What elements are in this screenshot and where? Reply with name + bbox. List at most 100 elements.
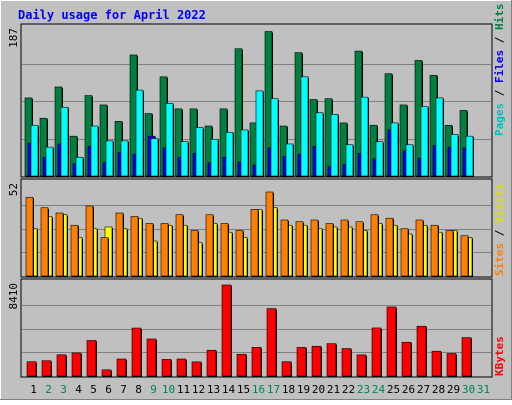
x-tick-label: 10: [162, 383, 175, 396]
pages-bar: [330, 114, 339, 177]
x-tick-label: 7: [120, 383, 127, 396]
pages-files-hits-legend: Pages / Files / Hits: [493, 4, 506, 137]
x-tick-label: 31: [477, 383, 490, 396]
x-tick-label: 22: [342, 383, 355, 396]
x-tick-label: 9: [150, 383, 157, 396]
kbytes-bar: [266, 308, 277, 377]
x-tick-label: 25: [387, 383, 400, 396]
pages-bar: [150, 138, 159, 177]
kbytes-bar: [311, 345, 322, 377]
pages-bar: [255, 90, 264, 177]
x-tick-label: 23: [357, 383, 370, 396]
visits-bar: [70, 224, 79, 277]
kbytes-bar: [101, 369, 112, 377]
visits-bar: [415, 219, 424, 277]
pages-bar: [300, 76, 309, 177]
pages-bar: [90, 125, 99, 177]
x-tick-label: 24: [372, 383, 386, 396]
visits-bar: [295, 221, 304, 277]
visits-bar: [160, 223, 169, 277]
pages-bar: [135, 89, 144, 177]
pages-bar: [390, 122, 399, 177]
kbytes-bar: [26, 361, 37, 377]
pages-bar: [360, 96, 369, 177]
x-tick-label: 3: [60, 383, 67, 396]
legend0-text: Pages / Files / Hits: [493, 4, 506, 137]
pages-bar: [270, 98, 279, 177]
visits-panel-max-label: 52: [7, 183, 20, 196]
kbytes-bar: [176, 358, 187, 377]
pages-bar: [435, 97, 444, 177]
kbytes-bar: [281, 361, 292, 377]
legend1-text: Sites / Visits: [493, 183, 506, 276]
kbytes-bar: [236, 353, 247, 377]
kbytes-bar: [251, 347, 262, 377]
visits-bar: [25, 196, 34, 277]
x-tick-label: 13: [207, 383, 220, 396]
x-tick-label: 26: [402, 383, 415, 396]
visits-bar: [130, 216, 139, 277]
visits-bar: [280, 219, 289, 277]
kbytes-bar: [206, 349, 217, 377]
x-axis-day-labels: 1 2 3 4 5 6 7 8 9 10 11 12 13 14 15 16 17 18 19 20 21 22 23 24 2…: [30, 383, 490, 396]
legend-hits: Hits: [493, 4, 506, 31]
kbytes-bar: [371, 327, 382, 377]
visits-bar: [190, 230, 199, 277]
x-tick-label: 1: [30, 383, 37, 396]
pages-bar: [105, 140, 114, 177]
legend-sites: Sites: [493, 243, 506, 276]
pages-bar: [210, 139, 219, 177]
kbytes-bar: [86, 340, 97, 377]
x-tick-label: 4: [75, 383, 82, 396]
x-tick-label: 2: [45, 383, 52, 396]
visits-bar: [340, 219, 349, 277]
hits-panel-max-label: 187: [7, 28, 20, 48]
x-tick-label: 27: [417, 383, 430, 396]
kbytes-panel-max-label: 8410: [7, 283, 20, 310]
kbytes-bar: [296, 347, 307, 377]
x-tick-label: 15: [237, 383, 250, 396]
kbytes-bar: [116, 358, 127, 377]
visits-bar: [355, 221, 364, 277]
kbytes-bar: [41, 360, 52, 377]
pages-bar: [180, 141, 189, 177]
kbytes-bar: [221, 284, 232, 377]
x-tick-label: 6: [105, 383, 112, 396]
legend-visits: Visits: [493, 183, 506, 223]
x-tick-label: 21: [327, 383, 340, 396]
visits-bar: [445, 230, 454, 277]
kbytes-bar: [191, 361, 202, 377]
legend-sep: /: [493, 30, 506, 50]
visits-bar: [250, 209, 259, 277]
pages-bar: [30, 124, 39, 177]
pages-bar: [120, 140, 129, 177]
legend2-text: KBytes: [493, 336, 506, 376]
visits-bar: [325, 223, 334, 277]
kbytes-bar: [431, 350, 442, 377]
kbytes-legend: KBytes: [493, 336, 506, 376]
visits-bar: [100, 237, 109, 277]
visits-bar: [145, 223, 154, 277]
visits-bar: [235, 230, 244, 277]
x-tick-label: 30: [462, 383, 475, 396]
kbytes-bar: [341, 348, 352, 377]
pages-bar: [465, 135, 474, 177]
x-tick-label: 14: [222, 383, 236, 396]
pages-bar: [240, 129, 249, 177]
visits-bar: [115, 212, 124, 277]
chart-title: Daily usage for April 2022: [18, 8, 206, 22]
pages-bar: [405, 144, 414, 177]
x-tick-label: 28: [432, 383, 445, 396]
kbytes-bar: [386, 306, 397, 377]
x-tick-label: 16: [252, 383, 265, 396]
visits-bar: [85, 205, 94, 277]
kbytes-bar: [131, 327, 142, 377]
legend-sep: /: [493, 223, 506, 243]
pages-bar: [345, 144, 354, 177]
kbytes-bar: [56, 354, 67, 377]
legend-sep: /: [493, 83, 506, 103]
visits-bar: [55, 212, 64, 277]
pages-bar: [420, 106, 429, 177]
